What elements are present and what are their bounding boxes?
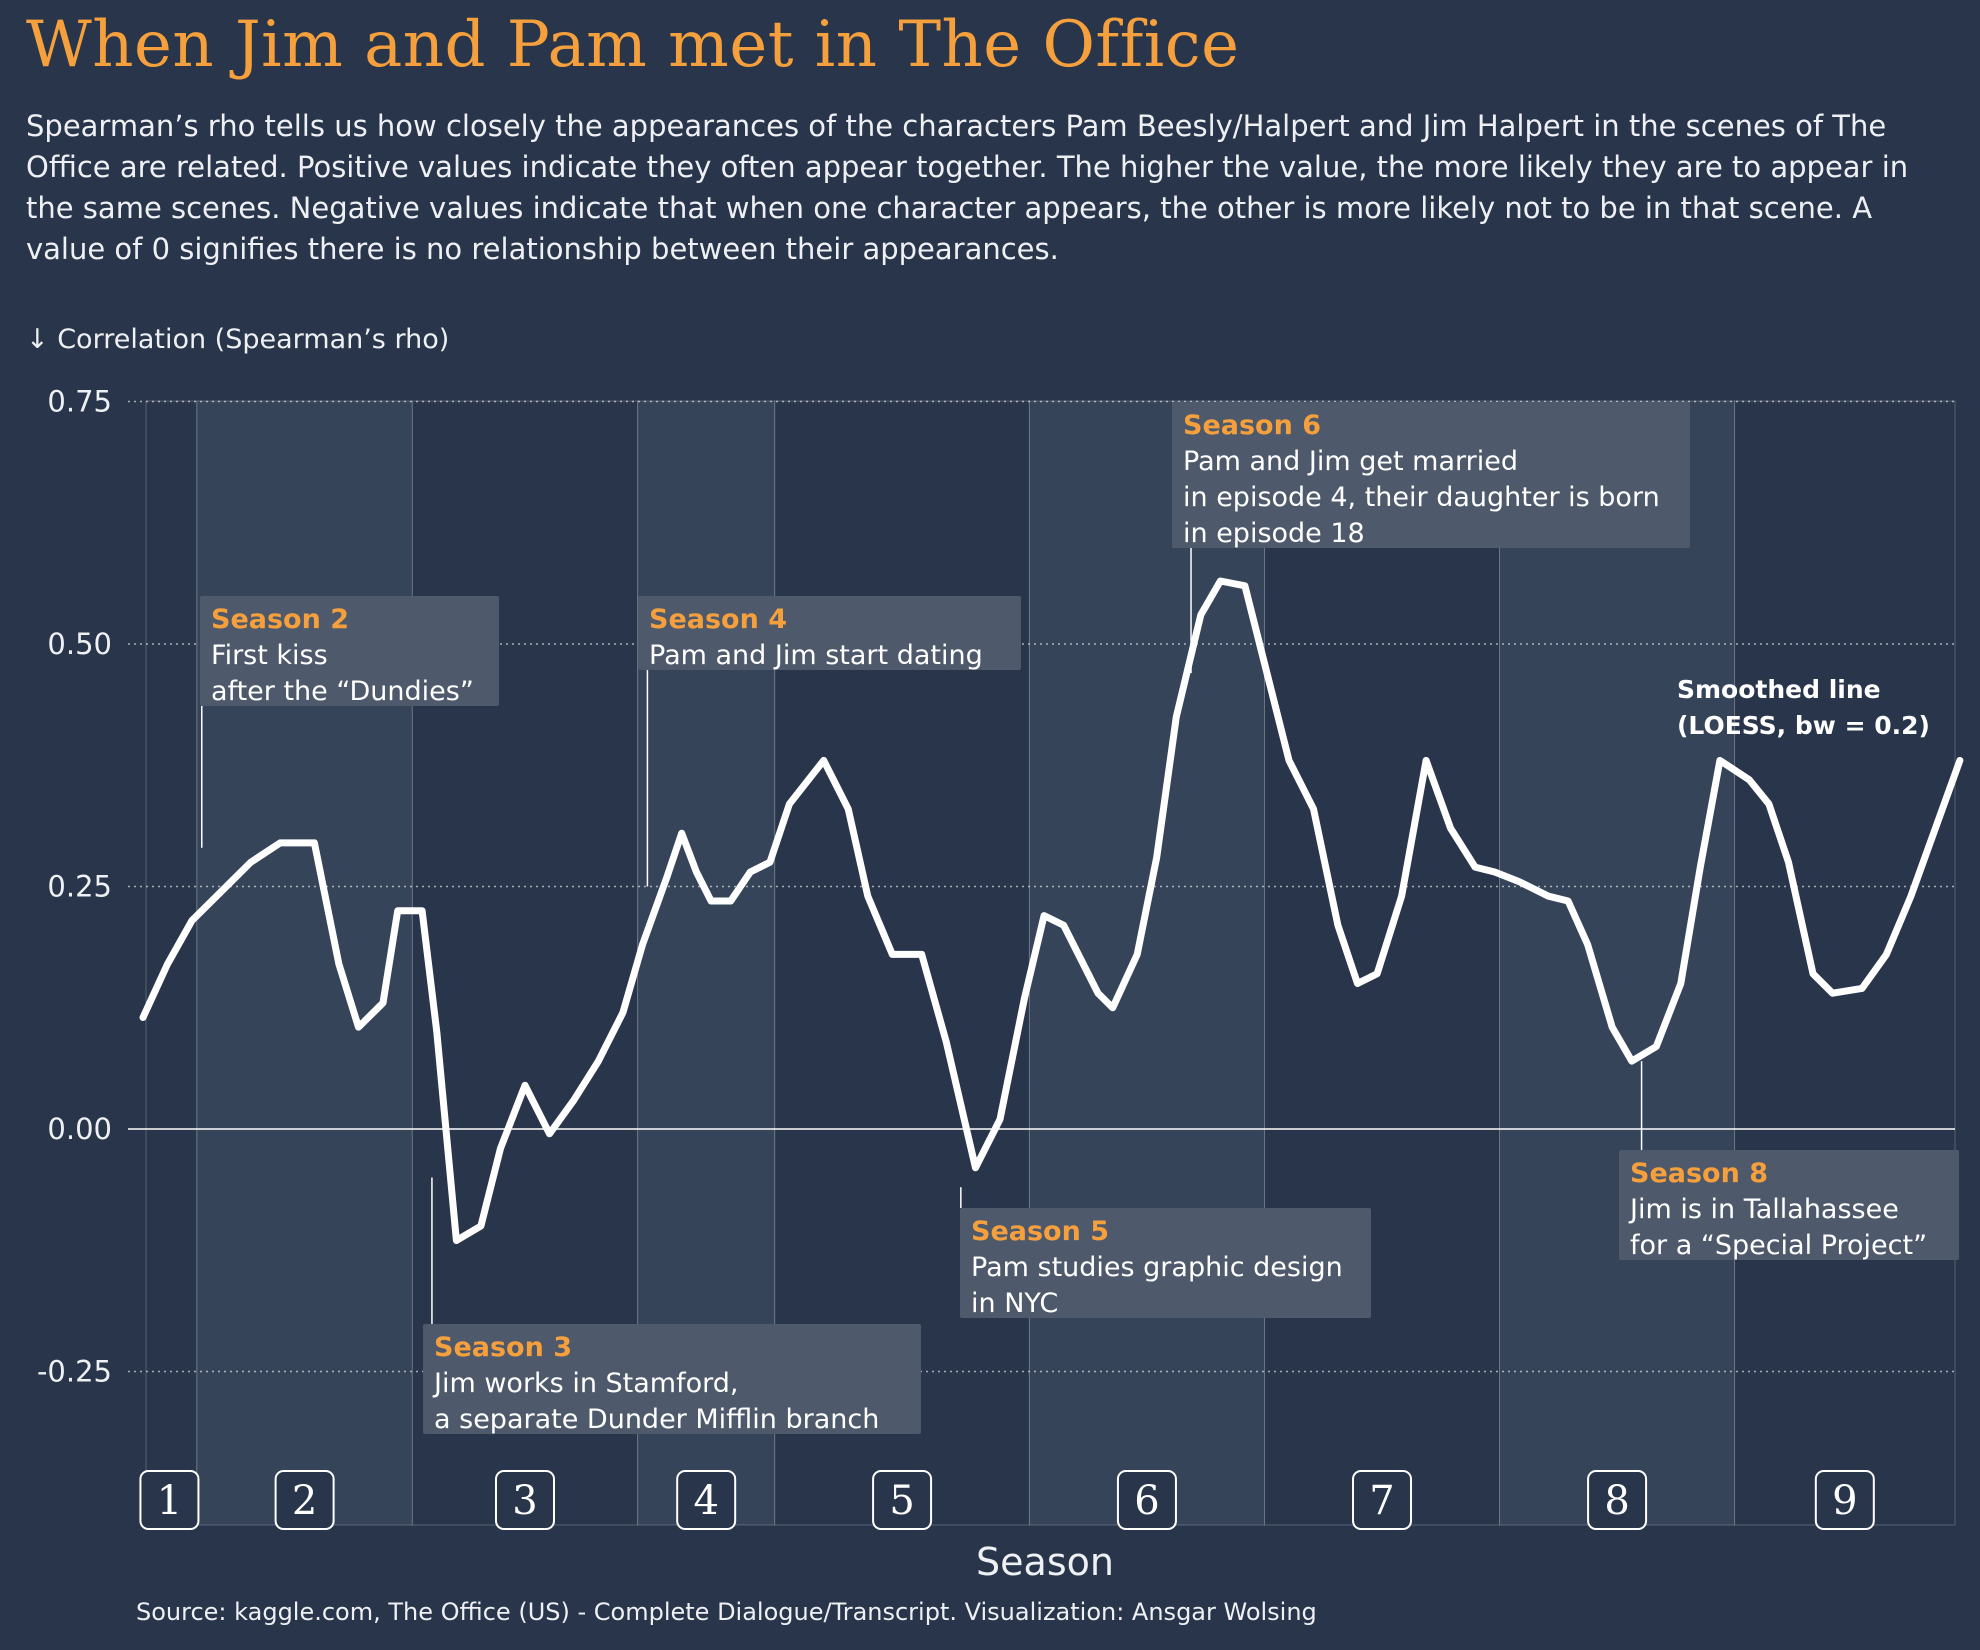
annotation-box bbox=[1619, 1150, 1959, 1260]
season-label-5: 5 bbox=[872, 1470, 933, 1530]
annotation-text: Jim works in Stamford, bbox=[432, 1368, 738, 1399]
y-axis-ticks: 0.75 0.50 0.25 0.00 -0.25 bbox=[37, 385, 112, 1389]
season-label-text: 4 bbox=[693, 1478, 718, 1524]
season-label-text: 6 bbox=[1134, 1478, 1159, 1524]
grid-lines bbox=[128, 400, 1955, 1373]
annotation-text: a separate Dunder Mifflin branch bbox=[434, 1404, 879, 1435]
season-label-text: 2 bbox=[292, 1478, 317, 1524]
annotation-season: Season 6 bbox=[1183, 410, 1321, 441]
annotation-text: Jim is in Tallahassee bbox=[1628, 1194, 1899, 1225]
season-label-3: 3 bbox=[494, 1470, 555, 1530]
annotation-box bbox=[200, 596, 499, 706]
annotation-season: Season 5 bbox=[971, 1216, 1109, 1247]
annotation-season-2: Season 2 First kiss after the “Dundies” bbox=[200, 596, 499, 707]
chart-subtitle: Spearman’s rho tells us how closely the … bbox=[26, 109, 1909, 266]
annotation-season: Season 2 bbox=[211, 604, 349, 635]
season-label-9: 9 bbox=[1814, 1470, 1875, 1530]
y-tick-label: -0.25 bbox=[37, 1355, 112, 1389]
annotation-box bbox=[1172, 402, 1690, 548]
series-line bbox=[139, 577, 1964, 1244]
season-label-box bbox=[494, 1470, 555, 1530]
annotation-box bbox=[423, 1324, 921, 1434]
annotation-text: in episode 18 bbox=[1183, 518, 1365, 549]
annotation-text: after the “Dundies” bbox=[211, 676, 474, 707]
annotation-season-8: Season 8 Jim is in Tallahassee for a “Spec… bbox=[1619, 1150, 1959, 1261]
season-label-text: 1 bbox=[157, 1478, 182, 1524]
source-note: Source: kaggle.com, The Office (US) - Co… bbox=[136, 1598, 1317, 1626]
annotation-text: in episode 4, their daughter is born bbox=[1183, 482, 1660, 513]
y-tick-label: 0.75 bbox=[47, 385, 112, 419]
season-label-box bbox=[1352, 1470, 1413, 1530]
annotation-season: Season 3 bbox=[434, 1332, 572, 1363]
annotation-text: Pam and Jim get married bbox=[1183, 446, 1518, 477]
season-band-6 bbox=[1028, 400, 1265, 1526]
y-tick-label: 0.00 bbox=[47, 1112, 112, 1146]
annotation-box bbox=[960, 1208, 1371, 1318]
legend-note-line: (LOESS, bw = 0.2) bbox=[1677, 711, 1930, 740]
annotation-text: in NYC bbox=[971, 1288, 1058, 1319]
season-labels: 1 2 3 4 5 6 7 8 9 bbox=[139, 1470, 1875, 1530]
season-label-2: 2 bbox=[274, 1470, 335, 1530]
annotation-text: Pam studies graphic design bbox=[971, 1252, 1343, 1283]
season-label-text: 7 bbox=[1369, 1478, 1394, 1524]
season-label-box bbox=[1814, 1470, 1875, 1530]
annotation-text: First kiss bbox=[211, 640, 328, 671]
season-band-2 bbox=[196, 400, 413, 1526]
annotation-season: Season 4 bbox=[649, 604, 787, 635]
season-label-6: 6 bbox=[1116, 1470, 1177, 1530]
y-tick-label: 0.25 bbox=[47, 870, 112, 904]
season-label-box bbox=[139, 1470, 200, 1530]
season-band-9 bbox=[1734, 400, 1956, 1526]
season-label-box bbox=[1116, 1470, 1177, 1530]
y-axis-label: ↓ Correlation (Spearman’s rho) bbox=[26, 324, 449, 355]
annotation-season-3: Season 3 Jim works in Stamford, a separate… bbox=[423, 1324, 921, 1435]
season-label-text: 3 bbox=[512, 1478, 537, 1524]
legend-note: Smoothed line (LOESS, bw = 0.2) bbox=[1677, 675, 1930, 740]
season-band-8 bbox=[1499, 400, 1736, 1526]
annotation-text: for a “Special Project” bbox=[1630, 1230, 1927, 1261]
y-tick-label: 0.50 bbox=[47, 627, 112, 661]
x-axis-label: Season bbox=[976, 1540, 1114, 1584]
season-label-text: 9 bbox=[1832, 1478, 1857, 1524]
annotation-season: Season 8 bbox=[1630, 1158, 1768, 1189]
legend-note-line: Smoothed line bbox=[1677, 675, 1881, 704]
annotation-box bbox=[638, 596, 1021, 670]
season-label-box bbox=[274, 1470, 335, 1530]
annotation-season-6: Season 6 Pam and Jim get married in episod… bbox=[1172, 402, 1690, 549]
annotation-text: Pam and Jim start dating bbox=[649, 640, 983, 671]
season-label-7: 7 bbox=[1352, 1470, 1413, 1530]
season-label-text: 5 bbox=[889, 1478, 914, 1524]
season-label-4: 4 bbox=[676, 1470, 737, 1530]
season-label-box bbox=[1587, 1470, 1648, 1530]
annotation-season-4: Season 4 Pam and Jim start dating bbox=[638, 596, 1021, 671]
season-label-text: 8 bbox=[1604, 1478, 1629, 1524]
season-label-box bbox=[872, 1470, 933, 1530]
season-label-1: 1 bbox=[139, 1470, 200, 1530]
season-label-box bbox=[676, 1470, 737, 1530]
chart-title: When Jim and Pam met in The Office bbox=[26, 8, 1240, 82]
season-label-8: 8 bbox=[1587, 1470, 1648, 1530]
annotation-season-5: Season 5 Pam studies graphic design in NYC bbox=[960, 1208, 1371, 1319]
